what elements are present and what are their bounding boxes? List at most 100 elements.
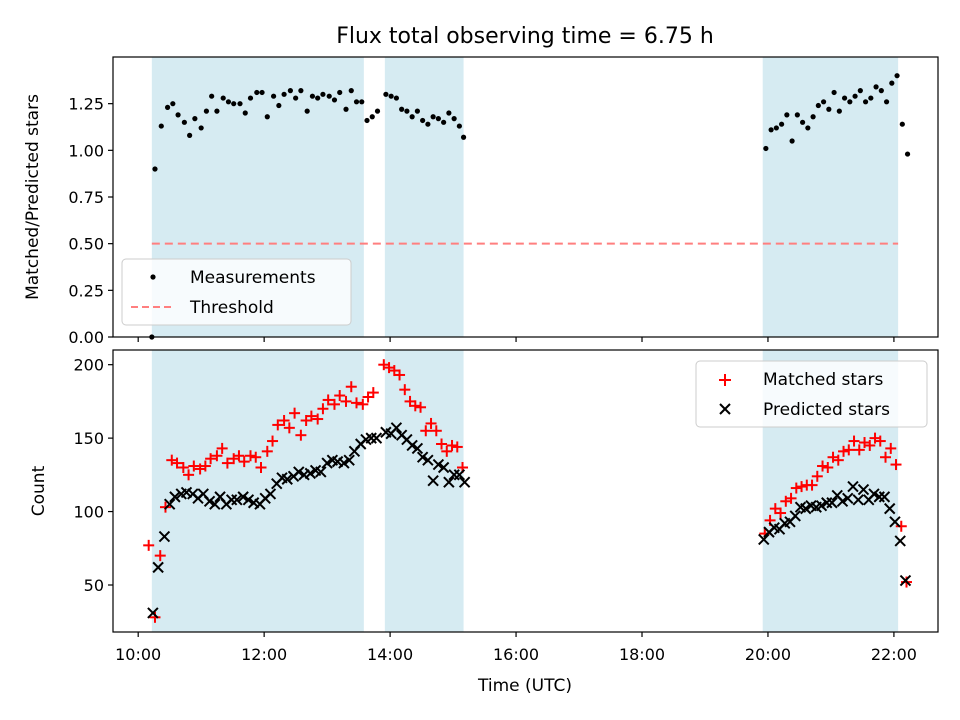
- measurement-point: [789, 138, 795, 144]
- measurement-point: [425, 121, 431, 127]
- measurement-point: [420, 117, 426, 124]
- matched-star-point: [409, 400, 421, 412]
- measurement-point: [831, 89, 837, 96]
- measurement-point: [779, 121, 785, 127]
- predicted-star-point: [899, 574, 912, 587]
- predicted-star-point: [842, 492, 854, 505]
- legend-label-threshold: Threshold: [189, 298, 274, 318]
- measurement-point: [181, 119, 187, 125]
- matched-star-point: [451, 441, 463, 453]
- legend-marker-predicted-stars: [719, 403, 731, 415]
- matched-star-point: [143, 539, 155, 551]
- matched-star-point: [295, 429, 307, 441]
- measurement-point: [259, 89, 265, 96]
- measurement-point: [364, 117, 370, 124]
- matched-star-point: [289, 407, 301, 419]
- measurement-point: [192, 116, 198, 122]
- observing-window-2: [384, 57, 464, 337]
- measurement-point: [805, 125, 811, 131]
- measurement-point: [359, 99, 365, 105]
- y-tick-label: 1.00: [68, 141, 104, 160]
- predicted-star-point: [432, 458, 445, 471]
- legend-marker-measurements: [150, 274, 156, 280]
- matched-star-point: [334, 390, 346, 402]
- matched-star-point: [848, 435, 860, 447]
- matched-star-point: [177, 462, 189, 473]
- matched-star-point: [238, 456, 250, 468]
- measurement-point: [826, 106, 832, 112]
- predicted-star-point: [242, 494, 255, 506]
- matched-star-point: [446, 439, 458, 451]
- measurement-point: [441, 119, 447, 125]
- legend-marker-matched-stars: [719, 374, 731, 386]
- measurement-point: [320, 91, 326, 97]
- matched-star-point: [328, 398, 340, 410]
- measurement-point: [862, 99, 869, 105]
- matched-star-point: [425, 417, 437, 429]
- matched-star-point: [806, 479, 818, 491]
- count-x-ticks: 10:00 12:00 14:00 16:00 18:00 20:00 22:00: [115, 632, 917, 664]
- ratio-panel: 0.00 0.25 0.50 0.75 1.00 1.25 Matched/Predict…: [23, 56, 939, 347]
- measurement-point: [852, 93, 858, 99]
- matched-star-point: [775, 507, 787, 519]
- count-panel-frame: [112, 349, 939, 633]
- predicted-star-point: [163, 498, 176, 510]
- matched-star-point: [394, 369, 406, 381]
- matched-star-point: [216, 442, 228, 454]
- measurement-point: [353, 99, 360, 105]
- matched-star-point: [399, 384, 411, 396]
- measurement-point: [847, 99, 853, 105]
- x-tick-label: 16:00: [493, 645, 539, 664]
- matched-star-point: [420, 425, 432, 437]
- x-tick-label: 20:00: [745, 645, 791, 664]
- measurement-point: [435, 116, 441, 122]
- measurement-point: [836, 108, 842, 114]
- predicted-star-point: [758, 533, 770, 546]
- matched-star-point: [199, 460, 211, 472]
- predicted-star-point: [443, 476, 455, 488]
- matched-star-point: [885, 442, 897, 454]
- measurement-point: [287, 88, 293, 94]
- measurement-point: [768, 127, 774, 133]
- measurement-point: [873, 84, 879, 90]
- measurement-point: [810, 114, 816, 120]
- measurement-point: [203, 108, 210, 114]
- observing-window-3: [762, 57, 899, 337]
- matched-star-point: [340, 395, 352, 407]
- predicted-star-point: [264, 488, 277, 500]
- predicted-star-point: [878, 491, 891, 503]
- predicted-star-point: [304, 467, 317, 480]
- matched-star-point: [221, 457, 233, 469]
- ratio-y-axis-label: Matched/Predicted stars: [23, 94, 43, 300]
- matched-star-point: [874, 435, 886, 447]
- predicted-star-point: [370, 432, 383, 444]
- predicted-star-point: [406, 439, 418, 452]
- measurement-point: [225, 99, 232, 105]
- predicted-star-point: [884, 502, 896, 515]
- measurement-point: [878, 88, 884, 94]
- matched-star-point: [796, 481, 808, 493]
- matched-star-point: [853, 444, 865, 456]
- predicted-star-point: [343, 454, 355, 466]
- y-tick-label: 100: [73, 503, 104, 522]
- count-legend: Matched stars Predicted stars: [695, 360, 928, 428]
- predicted-star-point: [448, 469, 460, 481]
- ratio-x-ticks: [137, 337, 895, 342]
- measurement-point: [409, 114, 415, 120]
- matched-star-point: [345, 381, 357, 393]
- measurement-point: [343, 106, 349, 112]
- predicted-star-point: [836, 495, 849, 507]
- matched-star-point: [171, 457, 183, 469]
- measurement-point: [799, 119, 806, 125]
- x-tick-label: 14:00: [367, 645, 413, 664]
- predicted-star-point: [411, 442, 424, 455]
- measurement-point: [383, 91, 389, 97]
- measurement-point: [237, 101, 243, 107]
- matched-star-point: [822, 462, 834, 473]
- measurement-point: [276, 102, 282, 109]
- measurement-point: [904, 151, 911, 157]
- measurement-point: [894, 73, 900, 79]
- legend-label-measurements: Measurements: [190, 268, 316, 288]
- matched-star-point: [790, 482, 802, 494]
- measurement-point: [337, 89, 343, 96]
